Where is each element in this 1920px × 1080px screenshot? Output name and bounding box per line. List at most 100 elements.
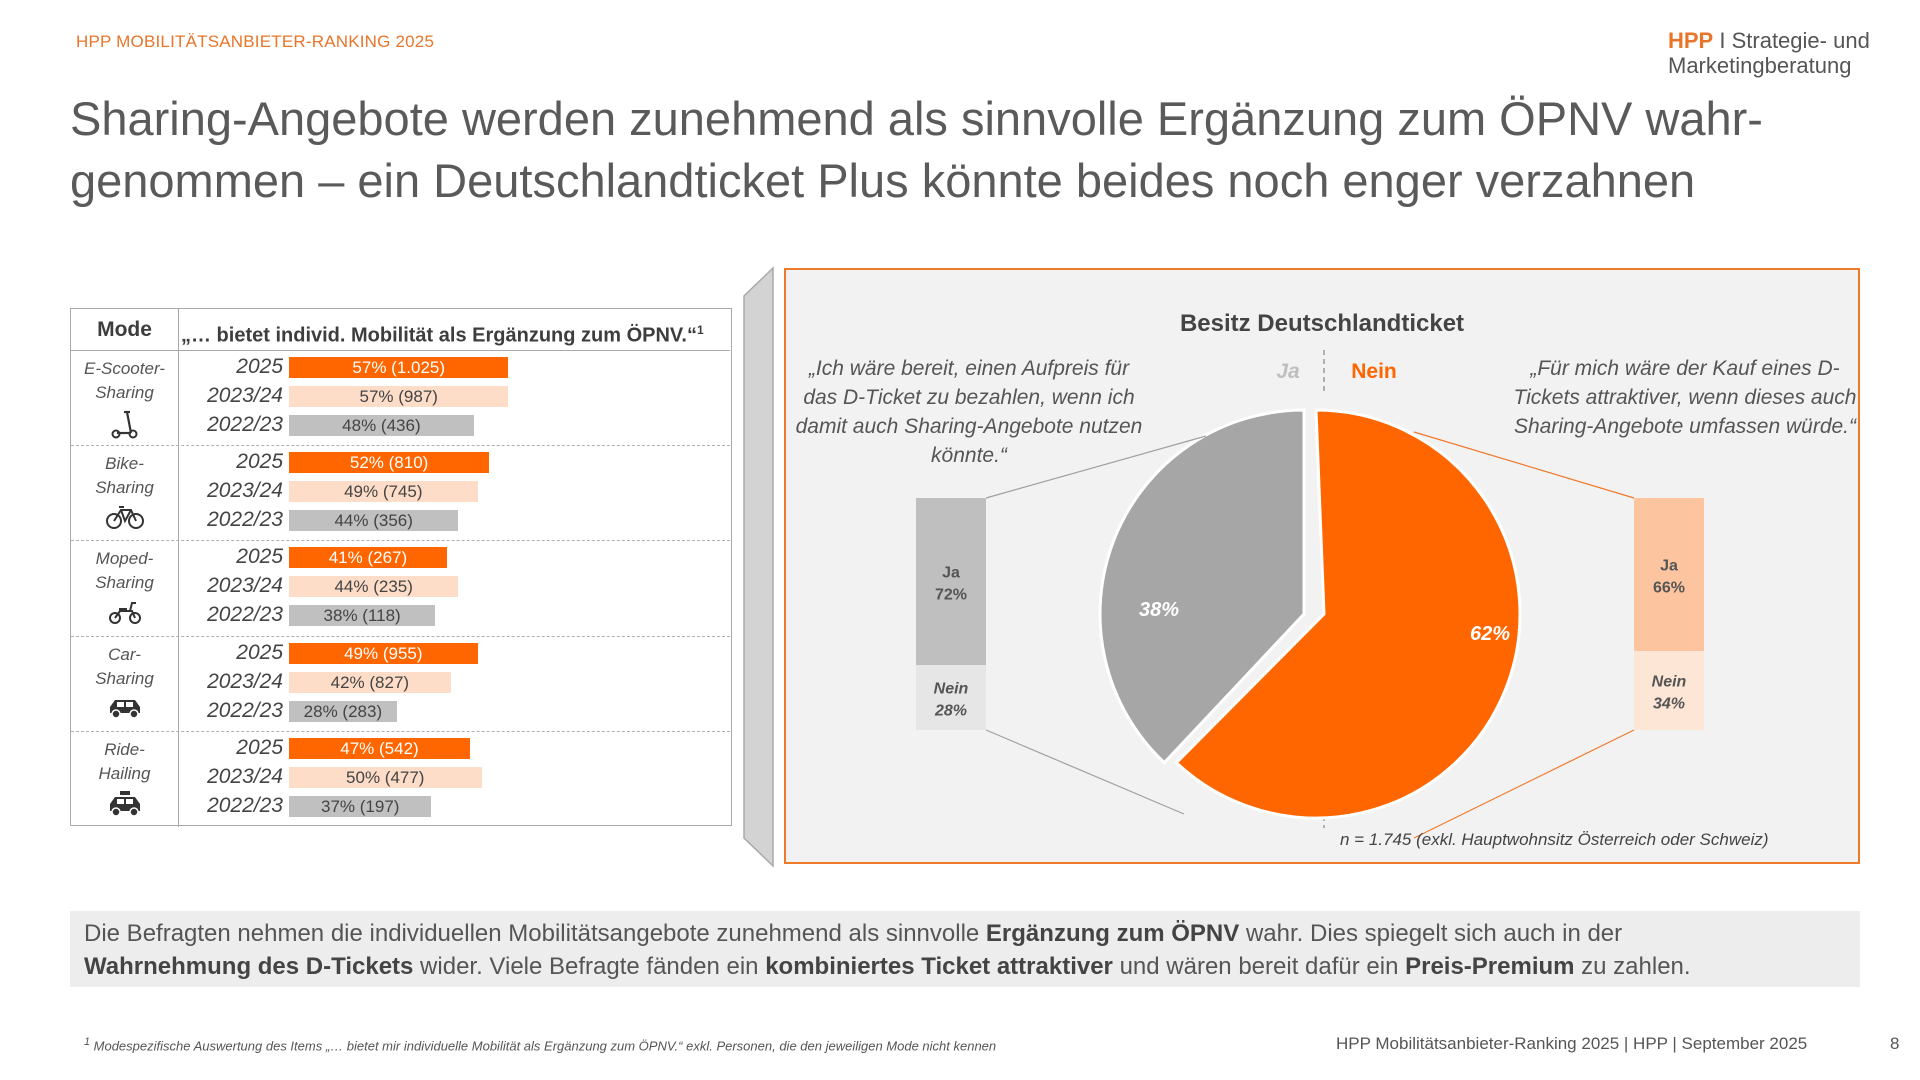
bar-2025: 57% (1.025) xyxy=(289,357,509,378)
right-breakdown-value-ja: 66% xyxy=(1653,580,1685,597)
bar-2025: 49% (955) xyxy=(289,642,478,664)
moped-icon xyxy=(71,599,178,632)
title-line1: Sharing-Angebote werden zunehmend als si… xyxy=(70,92,1763,145)
summary-text-4: und wären bereit dafür ein xyxy=(1112,953,1406,980)
mode-label-line2: Sharing xyxy=(95,573,154,593)
year-label: 2022/23 xyxy=(207,413,283,436)
sample-note: n = 1.745 (exkl. Hauptwohnsitz Österreic… xyxy=(1340,830,1769,849)
year-label: 2022/23 xyxy=(207,508,283,532)
year-label: 2023/24 xyxy=(207,479,283,503)
summary-bold-2: Wahrnehmung des D-Tickets xyxy=(84,953,414,980)
car-icon xyxy=(71,695,178,728)
bar-2022-23: 44% (356) xyxy=(289,510,459,532)
bar-2025: 52% (810) xyxy=(289,452,490,474)
left-breakdown-label-ja: Ja xyxy=(942,565,960,582)
mode-group-hailing-4: Ride- Hailing 2025 47% (542) 2023/24 50% (477… xyxy=(71,731,730,827)
mode-label-line2: Hailing xyxy=(98,763,151,783)
bar-2023-24: 42% (827) xyxy=(289,671,451,693)
pie-slice-nein xyxy=(1174,408,1522,820)
year-label: 2022/23 xyxy=(207,793,283,817)
mode-group-sharing-2: Moped- Sharing 2025 41% (267) 2023/24 44% (23… xyxy=(71,541,730,637)
summary-text-1: Die Befragten nehmen die individuellen M… xyxy=(84,920,986,947)
bar-2022-23: 38% (118) xyxy=(289,605,436,627)
right-breakdown-segment-nein xyxy=(1634,651,1704,730)
summary-text-2: wahr. Dies spiegelt sich auch in der xyxy=(1239,920,1623,947)
footnote-text: Modespezifische Auswertung des Items „… … xyxy=(90,1038,997,1054)
left-breakdown-label-nein: Nein xyxy=(934,681,969,698)
pie-slice-ja xyxy=(1098,408,1306,765)
pie-header-ja: Ja xyxy=(1276,360,1300,383)
mode-label-line1: Car- xyxy=(108,644,141,664)
bike-icon xyxy=(71,504,178,537)
right-breakdown-connector-top xyxy=(1413,431,1635,499)
logo-line1: I Strategie- und xyxy=(1719,28,1870,53)
right-quote: „Für mich wäre der Kauf eines D-Tickets … xyxy=(1513,357,1857,438)
bar-2022-23: 28% (283) xyxy=(289,700,397,722)
mode-label-line1: Moped- xyxy=(95,549,154,569)
page-number: 8 xyxy=(1890,1034,1900,1053)
mode-group-sharing-1: Bike- Sharing 2025 52% (810) 2023/24 49% (745… xyxy=(71,446,730,542)
right-breakdown-connector-bottom xyxy=(1413,729,1635,839)
connector-wedge xyxy=(743,266,774,868)
right-breakdown-label-nein: Nein xyxy=(1652,674,1687,691)
footnote-marker: 1 xyxy=(84,1036,91,1048)
right-breakdown-value-nein: 34% xyxy=(1653,696,1685,713)
pie-label-nein: 62% xyxy=(1470,623,1510,645)
bar-2023-24: 49% (745) xyxy=(289,481,478,503)
bar-2023-24: 50% (477) xyxy=(289,766,482,788)
mode-label-line2: Sharing xyxy=(95,383,154,402)
bar-2022-23: 48% (436) xyxy=(289,415,474,436)
mode-label-line2: Sharing xyxy=(95,478,154,498)
left-breakdown-connector-bottom xyxy=(985,729,1185,815)
summary-bold-1: Ergänzung zum ÖPNV xyxy=(985,920,1240,947)
mode-label-line1: E-Scooter- xyxy=(84,359,165,378)
chart-panel: Besitz Deutschlandticket „Ich wäre berei… xyxy=(784,268,1860,864)
left-breakdown-connector-top xyxy=(985,435,1207,499)
summary-box: Die Befragten nehmen die individuellen M… xyxy=(70,911,1860,987)
logo-brand: HPP xyxy=(1668,28,1714,53)
year-label: 2025 xyxy=(236,735,283,759)
taxi-icon xyxy=(71,790,178,825)
mode-table: Mode „… bietet individ. Mobilität als Er… xyxy=(70,308,732,827)
hpp-logo: HPP I Strategie- und Marketingberatung xyxy=(1668,28,1870,78)
summary-text-3: wider. Viele Befragte fänden ein xyxy=(413,953,766,980)
right-breakdown-segment-ja xyxy=(1634,498,1704,652)
mode-label: Bike- Sharing xyxy=(71,446,179,541)
year-label: 2025 xyxy=(236,545,283,569)
question-text: „… bietet individ. Mobilität als Ergänzu… xyxy=(181,324,697,347)
scooter-icon xyxy=(71,409,178,446)
page-title: Sharing-Angebote werden zunehmend als si… xyxy=(70,88,1870,212)
logo-line2: Marketingberatung xyxy=(1668,53,1852,78)
mode-label: E-Scooter- Sharing xyxy=(71,351,179,446)
left-breakdown-segment-nein xyxy=(916,665,986,730)
left-breakdown-value-nein: 28% xyxy=(934,703,967,720)
year-label: 2022/23 xyxy=(207,603,283,627)
left-quote: „Ich wäre bereit, einen Aufpreis für das… xyxy=(795,357,1143,467)
pie-chart: Ja Nein 38% 62% Ja 72% Nein 28% Ja 66% Nein 34% xyxy=(916,350,1704,839)
bar-2025: 41% (267) xyxy=(289,547,447,569)
left-breakdown-segment-ja xyxy=(916,498,986,666)
mode-label: Car- Sharing xyxy=(71,636,179,731)
footer-source: HPP Mobilitätsanbieter-Ranking 2025 | HP… xyxy=(1336,1034,1808,1053)
mode-label-line1: Bike- xyxy=(105,454,144,474)
left-breakdown-value-ja: 72% xyxy=(935,587,967,604)
year-label: 2022/23 xyxy=(207,698,283,722)
right-breakdown-label-ja: Ja xyxy=(1660,558,1678,575)
title-line2: genommen – ein Deutschlandticket Plus kö… xyxy=(70,154,1696,207)
summary-text-5: zu zahlen. xyxy=(1574,953,1691,980)
mode-label-line2: Sharing xyxy=(95,668,154,688)
bar-2023-24: 44% (235) xyxy=(289,576,459,598)
year-label: 2023/24 xyxy=(207,669,283,693)
summary-bold-3: kombiniertes Ticket attraktiver xyxy=(765,953,1113,980)
mode-group-sharing-0: E-Scooter- Sharing 2025 57% (1.025) 2023/24 5… xyxy=(71,351,730,447)
year-label: 2023/24 xyxy=(207,384,283,407)
pie-header-nein: Nein xyxy=(1351,360,1397,383)
header-tag: HPP MOBILITÄTSANBIETER-RANKING 2025 xyxy=(76,32,435,51)
year-label: 2025 xyxy=(236,450,283,474)
bar-2023-24: 57% (987) xyxy=(289,386,509,407)
year-label: 2023/24 xyxy=(207,574,283,598)
bar-2025: 47% (542) xyxy=(289,737,470,759)
table-header-question: „… bietet individ. Mobilität als Ergänzu… xyxy=(179,309,730,351)
chart-title: Besitz Deutschlandticket xyxy=(1179,310,1465,337)
mode-label: Ride- Hailing xyxy=(71,731,179,827)
